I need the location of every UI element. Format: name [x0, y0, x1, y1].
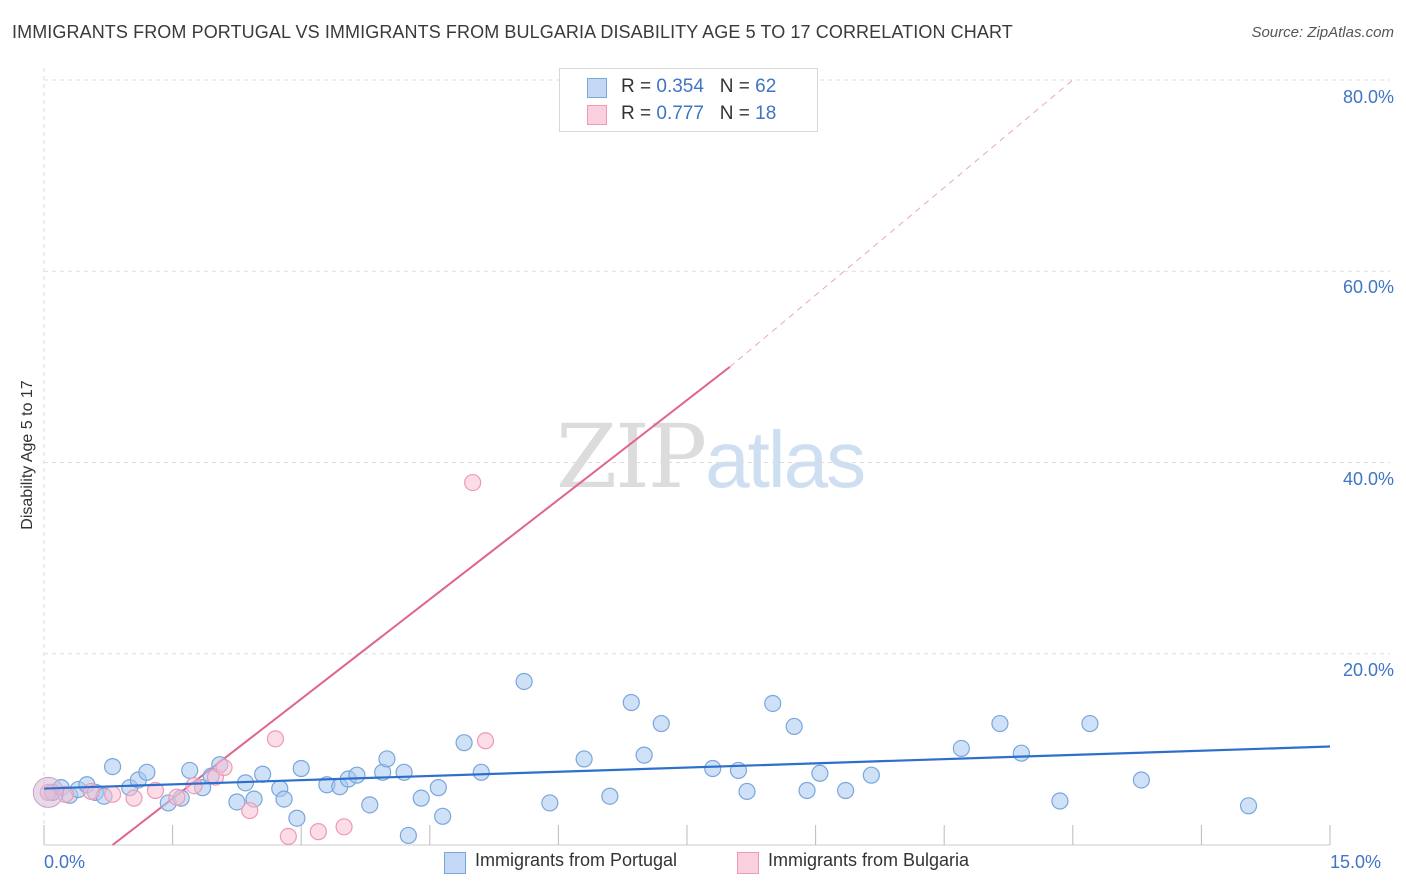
legend-n-value: 18 — [755, 103, 777, 124]
portugal-point — [1239, 797, 1258, 815]
portugal-point — [434, 807, 452, 825]
portugal-point — [228, 793, 246, 811]
bulgaria-point — [464, 473, 482, 492]
portugal-point — [811, 764, 829, 782]
portugal-point — [472, 763, 490, 781]
portugal-point — [652, 714, 670, 733]
portugal-point — [275, 790, 293, 808]
bulgaria-point — [266, 730, 285, 748]
portugal-point — [181, 761, 199, 780]
portugal-point — [138, 763, 156, 781]
bulgaria-point — [476, 732, 495, 750]
bulgaria-point — [279, 827, 297, 845]
overlap-cluster-point — [32, 776, 64, 808]
portugal-point — [837, 781, 855, 800]
portugal-point — [764, 694, 782, 713]
portugal-point — [378, 750, 396, 768]
portugal-point — [704, 759, 722, 778]
bulgaria-point — [185, 777, 203, 795]
bulgaria-trendline-extension — [729, 79, 1074, 368]
portugal-point — [738, 782, 756, 801]
source-label: Source: ZipAtlas.com — [1251, 24, 1394, 41]
legend-stats-portugal: R = 0.354 N = 62 — [621, 76, 776, 98]
bottom-legend-label-portugal: Immigrants from Portugal — [475, 850, 678, 870]
portugal-point — [429, 779, 447, 797]
bulgaria-point — [103, 785, 122, 803]
legend-r-value: 0.777 — [656, 103, 704, 124]
portugal-point — [798, 781, 816, 800]
portugal-point — [288, 809, 306, 827]
bulgaria-point — [215, 758, 233, 777]
portugal-point — [541, 794, 559, 812]
legend-n-label: N = — [719, 76, 756, 97]
watermark-atlas: atlas — [705, 415, 866, 504]
legend-swatch-bulgaria — [587, 105, 607, 125]
bulgaria-point — [146, 781, 165, 800]
legend-stats-bulgaria: R = 0.777 N = 18 — [621, 103, 776, 125]
bottom-legend-swatch-portugal — [444, 852, 466, 874]
portugal-point — [361, 796, 379, 814]
watermark: ZIPatlas — [556, 405, 866, 508]
y-tick-label-60: 60.0% — [1342, 277, 1394, 297]
bulgaria-point — [125, 789, 143, 807]
y-axis-label: Disability Age 5 to 17 — [19, 380, 36, 530]
bulgaria-point — [309, 823, 327, 841]
legend-n-label: N = — [719, 103, 756, 124]
portugal-point — [1081, 714, 1099, 733]
portugal-point — [455, 734, 473, 752]
portugal-point — [399, 826, 417, 845]
bulgaria-point — [168, 788, 186, 806]
legend-r-value: 0.354 — [656, 76, 704, 97]
portugal-point — [622, 693, 640, 712]
portugal-point — [103, 757, 122, 776]
y-tick-label-20: 20.0% — [1342, 660, 1394, 680]
bulgaria-point — [241, 801, 259, 820]
portugal-point — [635, 746, 653, 764]
y-tick-label-80: 80.0% — [1342, 87, 1394, 107]
portugal-point — [254, 765, 272, 783]
bottom-legend-label-bulgaria: Immigrants from Bulgaria — [768, 850, 970, 870]
portugal-point — [348, 766, 366, 784]
y-tick-label-40: 40.0% — [1342, 469, 1394, 489]
portugal-point — [1132, 771, 1150, 789]
chart-title: IMMIGRANTS FROM PORTUGAL VS IMMIGRANTS F… — [12, 22, 1013, 42]
x-tick-label-min: 0.0% — [44, 852, 86, 872]
portugal-point — [515, 672, 533, 691]
legend-n-value: 62 — [755, 76, 777, 97]
portugal-point — [601, 787, 619, 805]
portugal-point — [1012, 744, 1030, 762]
portugal-point — [292, 759, 310, 778]
portugal-point — [412, 789, 430, 807]
portugal-point — [991, 714, 1009, 733]
bottom-legend-swatch-bulgaria — [737, 852, 759, 874]
legend-r-label: R = — [621, 103, 657, 124]
legend-r-label: R = — [621, 76, 657, 97]
portugal-point — [785, 717, 803, 736]
stats-legend: R = 0.354 N = 62 R = 0.777 N = 18 — [559, 68, 818, 132]
x-tick-label-max: 15.0% — [1330, 852, 1382, 872]
portugal-point — [862, 766, 880, 784]
portugal-point — [575, 750, 593, 768]
watermark-zip: ZIP — [556, 405, 707, 508]
bulgaria-point — [335, 818, 353, 836]
portugal-point — [952, 739, 970, 758]
portugal-point — [1051, 792, 1069, 810]
legend-swatch-portugal — [587, 78, 607, 98]
portugal-trendline — [43, 745, 1331, 790]
